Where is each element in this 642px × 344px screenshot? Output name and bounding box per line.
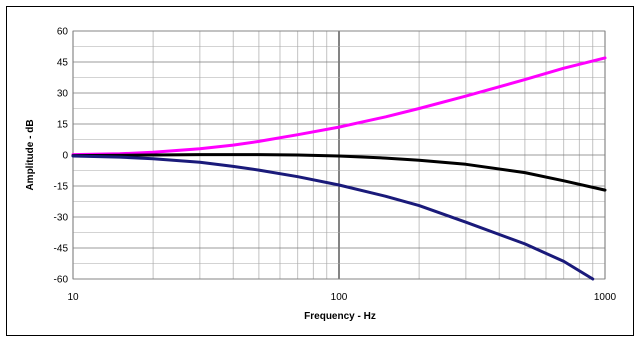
y-axis-label: Amplitude - dB <box>25 119 36 190</box>
series-line-3 <box>71 154 595 281</box>
y-tick-label: 0 <box>62 151 68 162</box>
y-tick-label: 45 <box>57 58 69 69</box>
chart-frame: 60 45 30 15 0 -15 -30 -45 -60 10 100 1000 Frequenc… <box>6 6 634 336</box>
series-line-2 <box>71 153 607 192</box>
y-tick-label: -15 <box>54 182 69 193</box>
y-tick-label: 60 <box>57 27 69 38</box>
y-tick-label: -45 <box>54 244 69 255</box>
x-axis-label: Frequency - Hz <box>304 311 376 322</box>
y-tick-label: -60 <box>54 275 69 286</box>
y-tick-label: 30 <box>57 89 69 100</box>
x-tick-label: 100 <box>331 292 348 303</box>
y-tick-label: 15 <box>57 120 69 131</box>
x-tick-label: 10 <box>67 292 79 303</box>
series-line-1 <box>71 56 607 157</box>
x-tick-label: 1000 <box>594 292 617 303</box>
y-tick-label: -30 <box>54 213 69 224</box>
frequency-response-chart: 60 45 30 15 0 -15 -30 -45 -60 10 100 1000 Frequenc… <box>25 27 617 323</box>
